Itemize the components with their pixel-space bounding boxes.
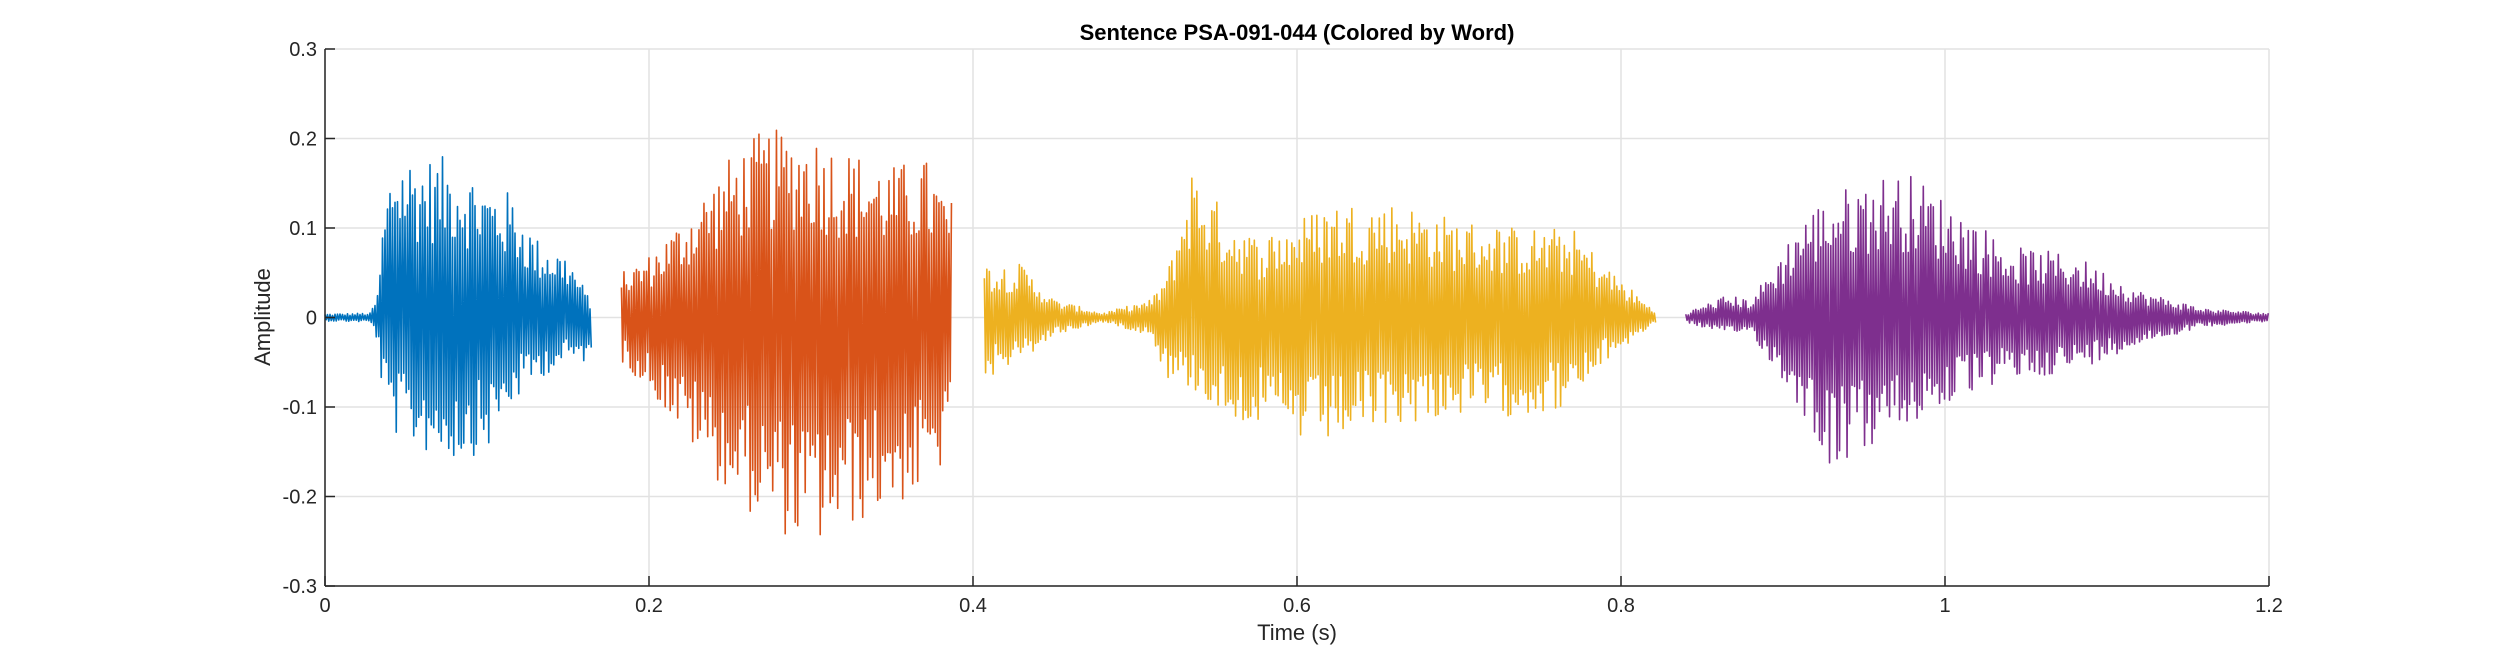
- y-tick-label: -0.2: [283, 487, 317, 509]
- y-tick-label: 0: [306, 308, 317, 330]
- tick-labels: 0 0.2 0.4 0.6 0.8 1 1.2 -0.3 -0.2 -0.1 0 0.1 0.2 0.3: [283, 39, 2283, 617]
- y-axis-label: Amplitude: [250, 268, 275, 366]
- x-axis-label: Time (s): [1257, 620, 1337, 645]
- series-2-waveform: [620, 129, 953, 536]
- y-tick-label: 0.2: [289, 129, 317, 151]
- x-tick-label: 1.2: [2255, 595, 2283, 617]
- y-tick-label: -0.1: [283, 397, 317, 419]
- x-tick-label: 0.2: [635, 595, 663, 617]
- axes: [324, 48, 2270, 587]
- x-tick-label: 1: [1939, 595, 1950, 617]
- y-tick-label: -0.3: [283, 576, 317, 598]
- chart-title: Sentence PSA-091-044 (Colored by Word): [1080, 20, 1515, 45]
- x-tick-label: 0.6: [1283, 595, 1311, 617]
- y-tick-label: 0.3: [289, 39, 317, 61]
- y-tick-label: 0.1: [289, 218, 317, 240]
- x-tick-label: 0.4: [959, 595, 987, 617]
- series-3-waveform: [983, 177, 1657, 437]
- x-tick-label: 0.8: [1607, 595, 1635, 617]
- series-1-waveform: [324, 156, 593, 457]
- series-layer: [324, 129, 2270, 536]
- series-4-waveform: [1685, 175, 2270, 464]
- x-tick-label: 0: [319, 595, 330, 617]
